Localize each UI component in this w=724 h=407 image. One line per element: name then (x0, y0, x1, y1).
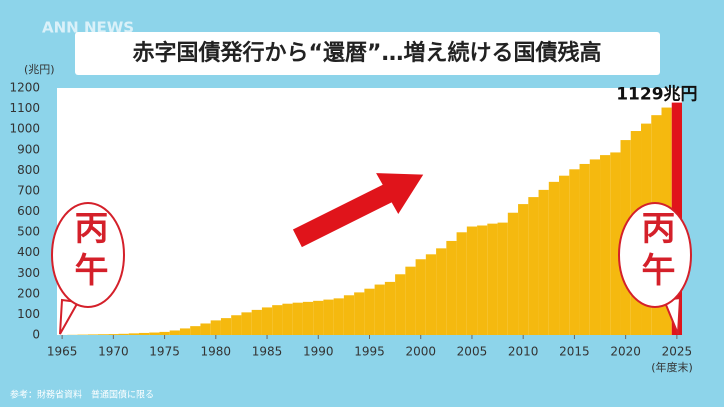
y-tick-label: 400 (17, 245, 40, 259)
y-tick-label: 100 (17, 307, 40, 321)
bar (395, 274, 406, 335)
y-tick-label: 500 (17, 225, 40, 239)
bar (210, 320, 221, 335)
bar (538, 189, 549, 335)
bar (456, 232, 467, 335)
bar (231, 315, 242, 335)
bar (548, 181, 560, 335)
bar (302, 301, 314, 335)
x-tick-label: 1965 (47, 345, 78, 359)
x-tick-label: 2025 (662, 345, 693, 359)
title-box (75, 32, 660, 75)
bar (518, 204, 529, 335)
bar (569, 169, 580, 335)
bar (579, 163, 590, 335)
bar (559, 175, 570, 335)
bar (282, 303, 293, 335)
x-tick-label: 2020 (610, 345, 641, 359)
bar (487, 223, 498, 335)
bar (384, 281, 396, 335)
bar (261, 307, 273, 335)
annotation: 丙午 (635, 210, 675, 294)
y-tick-label: 700 (17, 183, 40, 197)
x-tick-label: 2010 (508, 345, 539, 359)
source-note: 参考：財務省資料 普通国債に限る (10, 389, 154, 401)
bar (415, 259, 426, 335)
bar (507, 212, 519, 335)
bar (497, 222, 508, 335)
bar (364, 288, 375, 335)
bubble-right (618, 202, 692, 335)
annotation: 丙午 (68, 210, 108, 294)
bar (436, 248, 447, 335)
y-tick-label: 0 (32, 328, 40, 342)
x-tick-label: 1990 (303, 345, 334, 359)
bar (190, 326, 201, 335)
bar (87, 334, 98, 335)
y-tick-label: 1200 (9, 81, 40, 95)
bar (200, 323, 211, 335)
bar (313, 300, 324, 335)
y-tick-label: 300 (17, 266, 40, 280)
bubble-left (51, 202, 125, 335)
bar (292, 302, 303, 335)
bar (241, 312, 252, 335)
chart-title: 赤字国債発行から“還暦”…増え続ける国債残高 (133, 40, 602, 66)
bar (333, 298, 344, 335)
x-axis-label: (年度末) (651, 360, 693, 374)
bar (374, 284, 385, 335)
bar (343, 295, 355, 335)
bar (149, 332, 160, 335)
bar (220, 318, 232, 335)
x-tick-label: 2005 (457, 345, 488, 359)
y-tick-label: 900 (17, 142, 40, 156)
x-tick-label: 1995 (354, 345, 385, 359)
y-tick-label: 800 (17, 163, 40, 177)
x-tick-label: 1985 (252, 345, 283, 359)
bar (528, 197, 539, 335)
y-tick-label: 600 (17, 204, 40, 218)
bar (323, 299, 334, 335)
callout-label: 1129兆円 (616, 85, 697, 105)
bar (477, 225, 488, 335)
x-tick-label: 1975 (149, 345, 180, 359)
bar (466, 226, 478, 335)
x-tick-label: 2000 (405, 345, 436, 359)
bar (128, 333, 139, 335)
trend-arrow (292, 173, 424, 248)
bar (405, 266, 416, 335)
bar (179, 328, 191, 335)
bar (118, 333, 129, 335)
x-tick-label: 1980 (201, 345, 232, 359)
x-tick-label: 2015 (559, 345, 590, 359)
bar (425, 254, 437, 335)
y-tick-label: 200 (17, 286, 40, 300)
y-tick-label: 1000 (9, 122, 40, 136)
bar (108, 334, 119, 335)
bar (138, 332, 150, 335)
x-tick-label: 1970 (98, 345, 129, 359)
bar (446, 240, 457, 335)
bar (610, 152, 621, 335)
y-axis-label: (兆円) (24, 63, 55, 76)
bar (251, 309, 262, 335)
y-tick-label: 1100 (9, 101, 40, 115)
bar (169, 330, 180, 335)
bar (97, 334, 109, 335)
bar (600, 155, 611, 335)
bar (589, 159, 601, 335)
bar (354, 292, 365, 335)
bar (272, 305, 283, 335)
bar (159, 331, 170, 335)
